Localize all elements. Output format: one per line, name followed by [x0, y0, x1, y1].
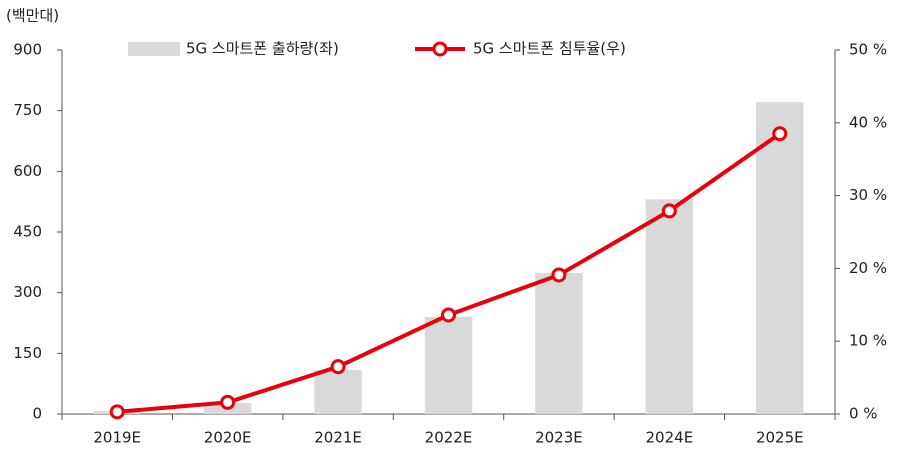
y-tick-label: 300 — [13, 283, 42, 301]
point — [441, 307, 456, 323]
y2-tick-label: 30 % — [849, 186, 887, 204]
bar — [424, 316, 473, 414]
y-tick-label: 900 — [13, 41, 42, 59]
legend-label: 5G 스마트폰 침투율(우) — [473, 40, 626, 58]
x-tick-label: 2025E — [756, 429, 804, 447]
y2-tick-label: 20 % — [849, 259, 887, 277]
y2-tick-label: 40 % — [849, 113, 887, 131]
bar — [314, 369, 362, 414]
legend-swatch — [128, 42, 180, 56]
legend-swatch — [432, 41, 448, 57]
point — [330, 359, 346, 375]
y-tick-label: 0 — [32, 405, 42, 423]
legend-label: 5G 스마트폰 출하량(좌) — [186, 40, 339, 58]
point — [661, 203, 677, 219]
point — [109, 404, 125, 420]
x-tick-label: 2024E — [646, 429, 694, 447]
point — [220, 394, 236, 410]
point — [772, 126, 788, 142]
bar — [645, 199, 694, 414]
y-tick-label: 150 — [13, 344, 42, 362]
x-tick-label: 2021E — [314, 429, 362, 447]
point — [551, 267, 567, 283]
y-tick-label: 600 — [13, 162, 42, 180]
x-tick-label: 2020E — [204, 429, 252, 447]
x-tick-label: 2022E — [425, 429, 473, 447]
y-tick-label: 750 — [13, 101, 42, 119]
x-tick-label: 2023E — [535, 429, 583, 447]
y-tick-label: 450 — [13, 223, 42, 241]
bar — [756, 102, 804, 414]
y2-tick-label: 10 % — [849, 332, 887, 350]
y2-tick-label: 0 % — [849, 405, 878, 423]
y2-tick-label: 50 % — [849, 41, 887, 59]
bar — [535, 272, 583, 414]
y-unit-label: (백만대) — [6, 7, 59, 25]
x-tick-label: 2019E — [93, 429, 141, 447]
